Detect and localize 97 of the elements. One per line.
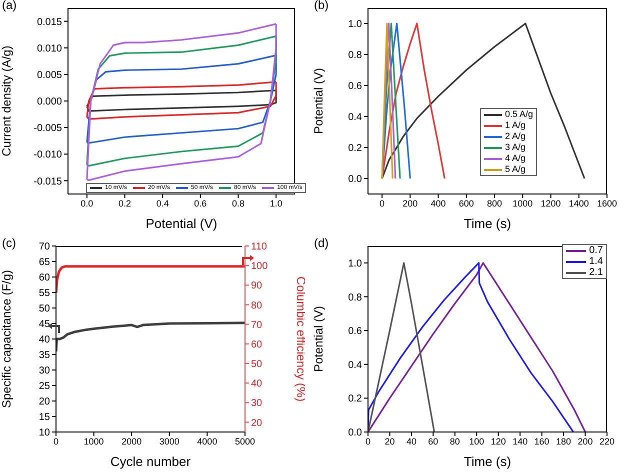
y-axis-title: Potential (V): [311, 68, 326, 134]
x-tick-label: 0.6: [194, 198, 207, 208]
y-tick-label: -0.005: [34, 123, 62, 134]
y-tick-label: 45: [38, 319, 50, 330]
y-tick-label: 0.4: [348, 360, 362, 371]
y-tick-label: 0.6: [348, 81, 362, 92]
y-tick-label: 60: [38, 272, 50, 284]
x-tick-label: 60: [428, 436, 438, 446]
legend-label: 2.1: [589, 267, 603, 278]
x-tick-label: 0: [365, 436, 371, 446]
x-tick-label: 0.0: [80, 198, 94, 208]
y-tick-label: 1.0: [348, 258, 362, 270]
y-tick-label: 0.2: [348, 394, 362, 405]
y-tick-label: 15: [38, 412, 50, 424]
x-axis-title: Time (s): [464, 216, 512, 231]
y-tick-label: 0.4: [348, 112, 362, 124]
y2-tick-label: 70: [251, 320, 263, 331]
x-axis-title: Time (s): [464, 454, 512, 469]
x-tick-label: 180: [556, 436, 572, 446]
y-axis-title: Potential (V): [311, 306, 326, 372]
y2-tick-label: 40: [251, 378, 263, 390]
x-tick-label: 80: [450, 436, 460, 446]
x-tick-label: 600: [458, 198, 474, 208]
y-tick-label: 0.2: [348, 143, 362, 154]
x-tick-label: 800: [487, 198, 502, 208]
y2-tick-label: 80: [251, 300, 263, 312]
legend-label: 1 A/g: [505, 120, 526, 131]
x-tick-label: 1000: [84, 436, 104, 446]
x-tick-label: 3000: [159, 436, 180, 446]
x-tick-label: 20: [384, 436, 395, 446]
x-tick-label: 40: [406, 436, 416, 446]
legend-label: 4 A/g: [505, 153, 526, 164]
y-tick-label: 70: [38, 242, 50, 253]
y2-tick-label: 50: [251, 359, 263, 370]
y-tick-label: 50: [38, 304, 50, 315]
chart-title: (b): [314, 0, 329, 12]
x-axis-title: Cycle number: [110, 454, 192, 469]
x-tick-label: 140: [512, 436, 528, 446]
x-tick-label: 200: [578, 436, 593, 446]
chart-title: (c): [2, 236, 16, 250]
x-tick-label: 1.0: [270, 198, 282, 208]
y-tick-label: 10: [38, 428, 50, 439]
y-tick-label: 30: [38, 366, 50, 377]
y2-axis-title: Columbic efficiency (%): [294, 276, 308, 402]
x-tick-label: 0: [380, 198, 385, 208]
y-tick-label: 0.8: [348, 292, 362, 304]
y-tick-label: 40: [38, 334, 50, 346]
y2-tick-label: 110: [251, 242, 268, 253]
x-tick-label: 0.8: [232, 198, 245, 208]
legend-label: 3 A/g: [505, 142, 526, 153]
y-tick-label: 65: [38, 257, 50, 268]
y-tick-label: 20: [38, 396, 50, 408]
y-tick-label: 55: [38, 288, 50, 300]
x-tick-label: 220: [599, 436, 615, 446]
legend-label: 5 A/g: [505, 164, 526, 175]
legend-label: 0.7: [589, 245, 603, 256]
x-tick-label: 0.4: [156, 198, 169, 208]
x-tick-label: 0: [53, 436, 59, 446]
y-tick-label: 0.0: [348, 174, 362, 186]
y-tick-label: 0.015: [36, 16, 62, 28]
y2-tick-label: 100: [251, 261, 268, 272]
x-tick-label: 5000: [234, 436, 256, 446]
x-tick-label: 200: [402, 198, 418, 208]
chart-title: (d): [314, 236, 329, 250]
chart-title: (a): [2, 0, 17, 12]
x-tick-label: 160: [534, 436, 550, 446]
y-tick-label: 35: [38, 350, 50, 362]
x-tick-label: 4000: [197, 436, 218, 446]
x-tick-label: 120: [490, 436, 506, 446]
y-tick-label: 0.6: [348, 326, 362, 338]
y-tick-label: 25: [38, 381, 50, 392]
x-tick-label: 1600: [596, 198, 618, 208]
y-axis-title: Specific capacitance (F/g): [0, 270, 14, 408]
y-tick-label: 0.000: [36, 96, 62, 108]
y-tick-label: 0.0: [348, 428, 362, 439]
y-tick-label: 1.0: [348, 19, 362, 30]
y-tick-label: 0.010: [36, 43, 62, 54]
x-tick-label: 1400: [568, 198, 589, 208]
y2-tick-label: 30: [251, 398, 263, 410]
y-tick-label: -0.010: [34, 150, 62, 161]
x-tick-label: 2000: [122, 436, 142, 446]
x-tick-label: 1200: [540, 198, 561, 208]
y-axis-title: Current density (A/g): [0, 46, 14, 156]
legend-label: 1.4: [589, 256, 603, 267]
y2-tick-label: 20: [251, 418, 263, 429]
y2-tick-label: 60: [251, 339, 263, 350]
y-tick-label: -0.015: [34, 176, 62, 188]
x-tick-label: 0.2: [118, 198, 132, 208]
y2-tick-label: 90: [251, 280, 263, 292]
y-tick-label: 0.8: [348, 50, 362, 62]
x-tick-label: 1000: [512, 198, 533, 208]
x-tick-label: 100: [469, 436, 484, 446]
x-tick-label: 400: [430, 198, 446, 208]
x-axis-title: Potential (V): [146, 216, 218, 231]
legend-label: 0.5 A/g: [505, 109, 534, 120]
y-tick-label: 0.005: [36, 70, 62, 81]
legend-label: 2 A/g: [505, 131, 526, 142]
